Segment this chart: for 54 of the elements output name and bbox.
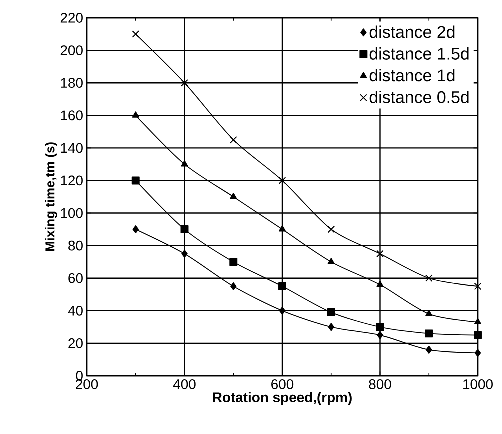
point bbox=[328, 258, 335, 264]
point bbox=[376, 323, 384, 332]
y-tick-label: 60 bbox=[68, 273, 83, 284]
point bbox=[180, 226, 189, 234]
x-tick-label: 200 bbox=[76, 380, 98, 390]
point bbox=[474, 282, 482, 290]
x-tick-label: 1000 bbox=[464, 380, 493, 390]
point bbox=[182, 250, 188, 258]
y-tick-label: 120 bbox=[61, 176, 83, 186]
y-tick-label: 140 bbox=[61, 143, 83, 154]
y-tick-label: 40 bbox=[68, 306, 83, 316]
point bbox=[426, 310, 433, 316]
y-tick-label: 220 bbox=[60, 13, 83, 23]
point bbox=[132, 30, 140, 38]
point bbox=[230, 282, 237, 290]
x-tick-label: 600 bbox=[272, 380, 294, 390]
point bbox=[181, 79, 188, 87]
point bbox=[425, 274, 433, 282]
point bbox=[426, 346, 432, 354]
legend-label: distance 1.5d bbox=[370, 48, 469, 60]
point bbox=[278, 177, 286, 184]
point bbox=[474, 331, 482, 340]
point bbox=[327, 308, 336, 317]
y-tick-label: 100 bbox=[61, 208, 83, 218]
point bbox=[474, 318, 482, 325]
y-tick-label: 160 bbox=[61, 110, 83, 121]
point bbox=[328, 226, 336, 234]
point bbox=[230, 136, 238, 144]
point bbox=[376, 250, 384, 258]
point bbox=[278, 226, 286, 232]
point bbox=[132, 176, 140, 185]
point bbox=[474, 349, 482, 358]
x-tick-label: 400 bbox=[173, 380, 196, 390]
legend-label: distance 1d bbox=[370, 69, 455, 82]
point bbox=[376, 280, 384, 288]
point bbox=[132, 112, 140, 118]
point bbox=[279, 306, 286, 315]
y-axis-title: Mixing time,tm (s) bbox=[45, 142, 58, 252]
point bbox=[425, 330, 434, 338]
legend-label: distance 2d bbox=[370, 26, 455, 38]
point bbox=[230, 193, 238, 200]
y-tick-label: 20 bbox=[68, 338, 83, 348]
point bbox=[278, 282, 286, 290]
legend-label: distance 0.5d bbox=[370, 90, 469, 104]
y-tick-label: 200 bbox=[60, 46, 83, 56]
x-tick-label: 800 bbox=[369, 380, 392, 390]
y-tick-label: 80 bbox=[68, 240, 83, 251]
point bbox=[230, 258, 238, 266]
point bbox=[181, 160, 188, 167]
point bbox=[132, 226, 139, 234]
x-axis-title: Rotation speed,(rpm) bbox=[213, 392, 352, 406]
point bbox=[328, 323, 334, 332]
point bbox=[377, 331, 384, 340]
y-tick-label: 180 bbox=[61, 78, 83, 88]
